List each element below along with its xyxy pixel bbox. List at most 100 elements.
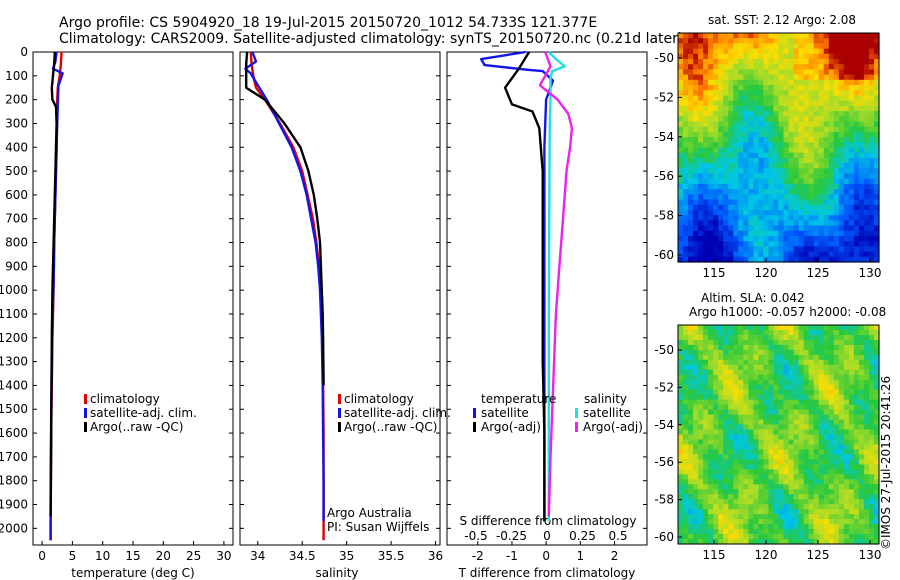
sla-cell	[783, 499, 790, 505]
sst-cell	[833, 59, 840, 65]
sst-cell	[863, 204, 870, 211]
sla-cell	[733, 389, 739, 396]
sla-cell	[678, 429, 684, 436]
sst-cell	[783, 194, 790, 201]
sst-cell	[778, 59, 785, 65]
sst-cell	[718, 59, 724, 65]
sst-cell	[838, 90, 845, 97]
sla-cell	[773, 504, 780, 510]
sla-cell	[708, 404, 714, 411]
sst-cell	[688, 220, 694, 227]
sst-cell	[678, 152, 684, 159]
sst-cell	[823, 256, 830, 263]
sla-cell	[783, 404, 790, 411]
sla-cell	[818, 339, 825, 346]
sla-cell	[773, 484, 780, 490]
sla-cell	[803, 325, 810, 331]
sla-cell	[808, 429, 815, 436]
sla-cell	[698, 519, 704, 525]
sst-cell	[748, 79, 754, 86]
sla-cell	[803, 374, 810, 381]
sla-cell	[808, 364, 815, 371]
sst-cell	[818, 157, 825, 164]
sst-cell	[738, 157, 744, 164]
sst-cell	[713, 236, 719, 242]
sla-cell	[788, 499, 795, 505]
sst-cell	[738, 220, 744, 227]
depth-tick-label: 1200	[0, 331, 28, 345]
sla-cell	[848, 499, 855, 505]
sla-cell	[733, 349, 739, 356]
sst-cell	[838, 74, 845, 81]
sst-cell	[718, 126, 724, 133]
sla-cell	[703, 359, 709, 366]
sst-cell	[743, 85, 749, 91]
sst-cell	[823, 225, 830, 232]
sst-cell	[763, 121, 769, 128]
sst-cell	[828, 74, 835, 81]
sst-cell	[858, 53, 865, 60]
sst-cell	[823, 168, 830, 175]
sst-cell	[703, 111, 709, 117]
sla-cell	[788, 454, 795, 460]
sst-cell	[688, 90, 694, 97]
sla-cell	[683, 374, 689, 381]
sst-cell	[708, 178, 714, 185]
sst-cell	[743, 225, 749, 232]
sla-cell	[693, 429, 699, 436]
sla-cell	[853, 419, 860, 426]
sla-cell	[733, 404, 739, 411]
sst-cell	[728, 79, 734, 86]
sst-cell	[693, 85, 699, 91]
sla-cell	[708, 449, 714, 455]
sst-cell	[874, 230, 880, 237]
sst-cell	[698, 33, 704, 39]
sst-cell	[678, 225, 684, 232]
sla-cell	[818, 459, 825, 465]
sla-cell	[803, 335, 810, 341]
sla-cell	[828, 499, 835, 505]
sst-cell	[843, 189, 850, 195]
sst-cell	[823, 152, 830, 159]
sst-cell	[833, 189, 840, 195]
sla-cell	[853, 539, 860, 545]
sla-cell	[733, 429, 739, 436]
sst-cell	[818, 230, 825, 237]
sla-cell	[838, 429, 845, 436]
sst-cell	[753, 100, 759, 107]
sla-cell	[713, 404, 719, 411]
sst-cell	[693, 189, 699, 195]
sla-cell	[763, 514, 769, 520]
sst-cell	[843, 230, 850, 237]
sst-cell	[698, 69, 704, 76]
sst-cell	[693, 59, 699, 65]
sst-cell	[778, 256, 785, 263]
difference-tick-label: -1	[506, 549, 518, 563]
sla-cell	[733, 344, 739, 351]
sst-cell	[733, 236, 739, 242]
sla-cell	[874, 419, 880, 426]
sst-cell	[698, 241, 704, 247]
sst-cell	[869, 183, 875, 190]
sst-cell	[698, 152, 704, 159]
sla-cell	[743, 454, 749, 460]
sst-cell	[813, 246, 820, 253]
sla-cell	[853, 354, 860, 361]
sst-cell	[683, 246, 689, 253]
sla-cell	[713, 424, 719, 431]
sst-cell	[833, 241, 840, 247]
sst-cell	[773, 241, 780, 247]
sla-cell	[773, 474, 780, 480]
sst-cell	[848, 43, 855, 50]
sst-cell	[793, 74, 800, 81]
sla-cell	[798, 479, 805, 485]
sst-cell	[753, 90, 759, 97]
sla-cell	[763, 419, 769, 426]
sst-cell	[798, 168, 805, 175]
sst-cell	[808, 241, 815, 247]
sla-cell	[713, 474, 719, 480]
sla-cell	[718, 514, 724, 520]
sst-cell	[753, 194, 759, 201]
sst-cell	[863, 173, 870, 180]
sst-cell	[773, 59, 780, 65]
